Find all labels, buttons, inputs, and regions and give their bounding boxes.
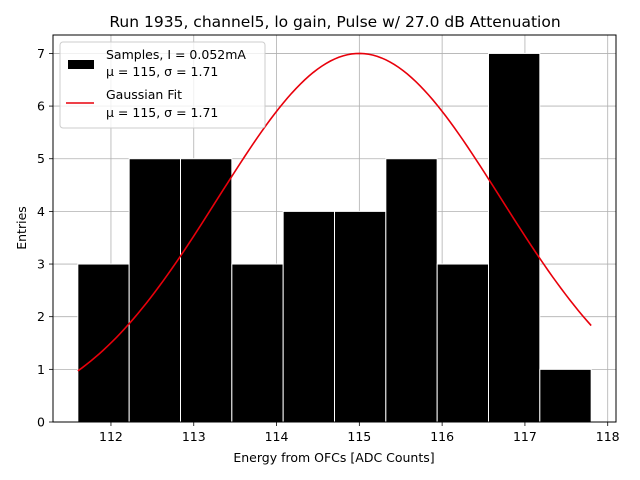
legend: Samples, I = 0.052mA μ = 115, σ = 1.71 G… <box>59 41 266 129</box>
x-tick-label-4: 116 <box>430 429 454 444</box>
legend-box <box>59 41 266 129</box>
histogram-bar <box>334 210 387 423</box>
legend-fit-stats: μ = 115, σ = 1.71 <box>106 105 218 120</box>
y-axis-label: Entries <box>14 206 29 250</box>
histogram-bar <box>282 210 335 423</box>
x-tick-label-6: 118 <box>596 429 620 444</box>
histogram-bar <box>436 263 489 423</box>
y-tick-label-6: 6 <box>37 99 45 114</box>
x-tick-label-2: 114 <box>265 429 289 444</box>
y-tick-label-1: 1 <box>37 362 45 377</box>
histogram-bar <box>77 263 130 423</box>
plot-frame <box>52 34 617 423</box>
gaussian-fit-line <box>77 52 592 372</box>
y-tick-label-2: 2 <box>37 309 45 324</box>
x-axis-label: Energy from OFCs [ADC Counts] <box>233 450 434 465</box>
x-tick-label-5: 117 <box>513 429 537 444</box>
x-tick-label-0: 112 <box>99 429 123 444</box>
histogram-bar <box>385 158 438 423</box>
histogram-bar <box>231 263 284 423</box>
y-tick-label-5: 5 <box>37 151 45 166</box>
legend-fit-label: Gaussian Fit <box>106 87 182 102</box>
fit-curve-group <box>77 52 592 372</box>
y-tick-label-0: 0 <box>37 415 45 430</box>
y-tick-label-7: 7 <box>37 46 45 61</box>
histogram-bar <box>128 158 182 423</box>
legend-histogram-label: Samples, I = 0.052mA <box>106 47 246 62</box>
y-tick-label-4: 4 <box>37 204 45 219</box>
legend-histogram-swatch <box>68 60 94 69</box>
x-axis-ticks: 112 113 114 115 116 117 118 <box>99 422 620 444</box>
y-axis-ticks: 0 1 2 3 4 5 6 7 <box>37 46 53 430</box>
histogram-bar <box>180 158 233 423</box>
histogram-bar <box>539 368 592 423</box>
x-tick-label-3: 115 <box>347 429 371 444</box>
histogram-bars <box>77 52 592 423</box>
y-tick-label-3: 3 <box>37 257 45 272</box>
legend-histogram-stats: μ = 115, σ = 1.71 <box>106 64 218 79</box>
histogram-bar <box>487 52 541 423</box>
x-tick-label-1: 113 <box>182 429 206 444</box>
chart-title: Run 1935, channel5, lo gain, Pulse w/ 27… <box>109 13 560 31</box>
